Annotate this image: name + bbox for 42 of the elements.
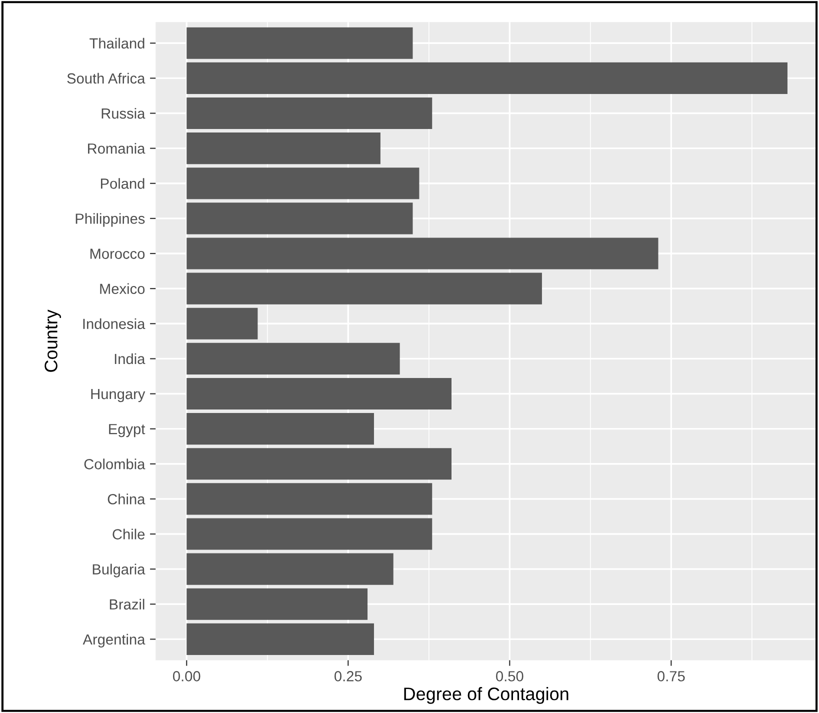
- bar: [186, 483, 432, 515]
- y-tick-label: Poland: [100, 178, 144, 189]
- y-tick-label: Hungary: [91, 389, 146, 402]
- y-tick-label: Chile: [112, 528, 145, 540]
- y-tick-label: Russia: [102, 108, 146, 119]
- y-tick-label: Bulgaria: [92, 564, 146, 578]
- bar: [186, 413, 374, 445]
- bar: [186, 448, 452, 480]
- y-tick-label: Colombia: [84, 458, 146, 470]
- x-tick-label: 0.25: [334, 671, 362, 682]
- y-tick-label: China: [108, 494, 146, 504]
- bar: [186, 27, 413, 59]
- y-tick-label: Argentina: [82, 634, 146, 648]
- y-tick-label: Morocco: [90, 248, 145, 259]
- y-tick-label: Thailand: [90, 38, 144, 49]
- x-tick-label: 0.00: [173, 671, 200, 682]
- x-tick-label: 0.75: [658, 671, 685, 682]
- y-tick-label: Philippines: [76, 213, 145, 227]
- bar: [186, 308, 258, 340]
- bar: [186, 238, 658, 270]
- y-axis-title: Country: [44, 310, 62, 372]
- bar: [186, 97, 432, 130]
- bar: [186, 168, 420, 200]
- bar: [186, 202, 413, 234]
- bar: [186, 623, 374, 655]
- bar: [186, 518, 432, 550]
- y-tick-label: Brazil: [110, 598, 144, 610]
- y-tick-label: Mexico: [100, 283, 145, 294]
- y-tick-label: South Africa: [67, 72, 146, 84]
- y-tick-label: Indonesia: [83, 318, 146, 330]
- bar: [186, 553, 394, 585]
- y-tick-label: Egypt: [109, 424, 146, 438]
- bar: [186, 342, 400, 374]
- y-tick-label: India: [114, 353, 146, 364]
- bar: [186, 272, 542, 304]
- x-axis-title: Degree of Contagion: [404, 687, 568, 704]
- bar: [186, 132, 380, 164]
- bar: [186, 378, 452, 410]
- x-tick-label: 0.50: [496, 671, 524, 682]
- y-tick-label: Romania: [88, 143, 146, 154]
- bar: [186, 62, 788, 94]
- bar: [186, 588, 368, 620]
